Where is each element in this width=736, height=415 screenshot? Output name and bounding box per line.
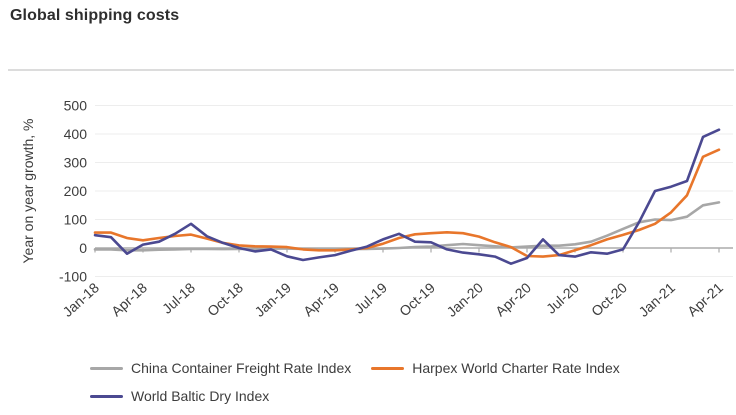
series-line-world-baltic-dry <box>93 128 721 266</box>
legend-item-world-baltic-dry: World Baltic Dry Index <box>90 386 269 406</box>
y-tick-label: 400 <box>64 126 88 142</box>
x-tick-label: Jul-20 <box>543 279 582 317</box>
x-tick-label: Oct-20 <box>588 279 630 319</box>
legend-swatch-harpex-world-charter <box>371 366 405 370</box>
series-line-harpex-world-charter <box>93 148 721 258</box>
chart-legend: China Container Freight Rate Index Harpe… <box>90 358 720 406</box>
y-tick-label: 300 <box>64 155 88 171</box>
legend-label-harpex-world-charter: Harpex World Charter Rate Index <box>412 360 620 376</box>
y-tick-label: 500 <box>64 98 88 114</box>
x-tick-label: Apr-18 <box>108 279 150 319</box>
x-tick-label: Jan-18 <box>59 279 102 320</box>
y-tick-label: 100 <box>64 212 88 228</box>
x-tick-label: Jan-20 <box>443 279 486 320</box>
x-tick-label: Jan-21 <box>635 279 678 320</box>
series-line-china-container-freight <box>93 201 721 252</box>
header-divider <box>8 69 734 71</box>
y-axis-title: Year on year growth, % <box>20 118 36 263</box>
legend-item-china-container-freight: China Container Freight Rate Index <box>90 358 351 378</box>
x-tick-label: Jan-19 <box>251 279 294 320</box>
y-tick-label: 200 <box>64 183 88 199</box>
legend-swatch-china-container-freight <box>90 366 123 370</box>
legend-label-china-container-freight: China Container Freight Rate Index <box>131 360 352 376</box>
y-tick-label: 0 <box>79 240 87 256</box>
x-tick-label: Apr-20 <box>492 279 534 319</box>
x-tick-label: Oct-19 <box>396 279 438 319</box>
x-tick-label: Apr-21 <box>684 279 726 319</box>
legend-label-world-baltic-dry: World Baltic Dry Index <box>131 388 270 404</box>
x-tick-label: Apr-19 <box>300 279 342 319</box>
chart-title: Global shipping costs <box>10 7 180 24</box>
x-tick-label: Oct-18 <box>204 279 246 319</box>
x-tick-label: Jul-18 <box>159 279 198 317</box>
legend-item-harpex-world-charter: Harpex World Charter Rate Index <box>371 358 620 378</box>
y-tick-label: -100 <box>59 269 87 285</box>
shipping-costs-chart: -100 0 100 200 300 400 500 Jan-18 Apr-18 Jul-18 Oc… <box>20 98 733 320</box>
x-tick-label: Jul-19 <box>351 279 390 317</box>
legend-swatch-world-baltic-dry <box>90 394 123 398</box>
